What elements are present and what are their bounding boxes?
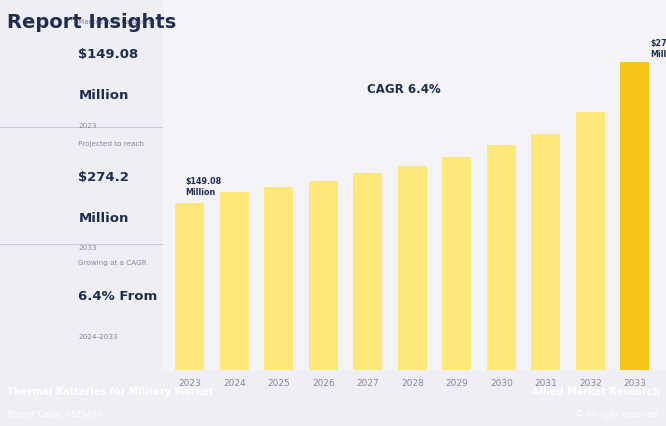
Bar [398,167,427,371]
Bar [531,135,560,371]
Text: Growing at a CAGR: Growing at a CAGR [79,259,147,265]
Text: 6.4% From: 6.4% From [79,289,158,302]
Text: $149.08
Million: $149.08 Million [185,176,222,196]
Text: Allied Market Research: Allied Market Research [531,386,659,396]
Bar [264,187,293,371]
Text: Projected to reach: Projected to reach [79,141,145,147]
Text: 2023: 2023 [79,122,97,128]
Bar [442,157,472,371]
Text: Report Code: A325469: Report Code: A325469 [7,409,102,418]
Text: © All right reserved: © All right reserved [575,409,659,418]
Bar [576,112,605,371]
Text: $274.2: $274.2 [79,170,129,184]
Bar [487,146,516,371]
Text: Thermal Batteries for Military Market: Thermal Batteries for Military Market [7,386,212,396]
Bar [309,181,338,371]
Text: 2033: 2033 [79,245,97,250]
Bar [175,203,204,371]
Text: 2024-2033: 2024-2033 [79,334,118,340]
Text: $149.08: $149.08 [79,48,139,61]
Text: Million: Million [79,89,129,102]
Bar [621,63,649,371]
Text: Report Insights: Report Insights [7,13,176,32]
Text: $274.2
Million: $274.2 Million [651,39,666,59]
Text: Market was valued at: Market was valued at [79,18,156,25]
Bar [354,173,382,371]
Text: Million: Million [79,211,129,224]
Text: CAGR 6.4%: CAGR 6.4% [366,83,440,95]
Bar [220,193,249,371]
